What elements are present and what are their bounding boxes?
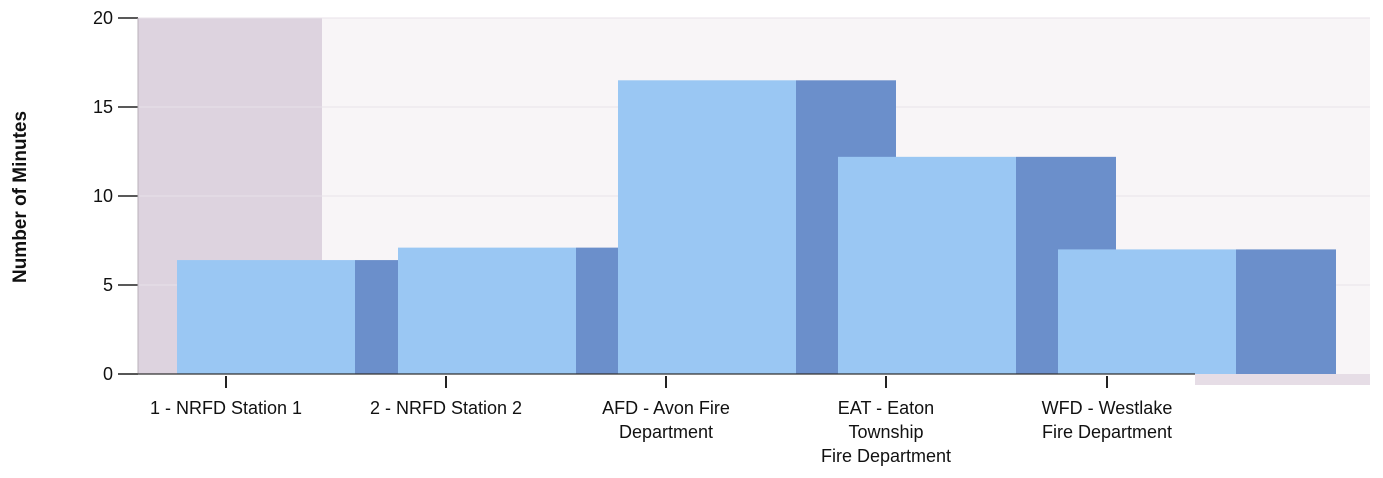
y-axis: 0 5 10 15 20 [93, 8, 139, 384]
x-tick-label: 1 - NRFD Station 1 [150, 398, 302, 418]
bar [838, 156, 1016, 374]
x-axis: 1 - NRFD Station 1 2 - NRFD Station 2 AFD … [118, 373, 1195, 466]
x-tick-label: 2 - NRFD Station 2 [370, 398, 522, 418]
x-tick-label: AFD - Avon Fire Department [602, 398, 730, 442]
bottom-strip [1195, 374, 1370, 385]
y-tick-label: 20 [93, 8, 113, 28]
bar [618, 80, 796, 375]
y-tick-label: 5 [103, 275, 113, 295]
y-tick-label: 15 [93, 97, 113, 117]
x-tick-label: EAT - Eaton Township Fire Department [821, 398, 951, 466]
bar [398, 247, 576, 374]
bars [177, 80, 1336, 375]
y-tick-label: 10 [93, 186, 113, 206]
y-tick-label: 0 [103, 364, 113, 384]
bar [1058, 249, 1236, 374]
bar-side [1236, 249, 1336, 374]
x-tick-label: WFD - Westlake Fire Department [1042, 398, 1173, 442]
y-axis-title: Number of Minutes [10, 111, 31, 283]
bar [177, 260, 355, 374]
